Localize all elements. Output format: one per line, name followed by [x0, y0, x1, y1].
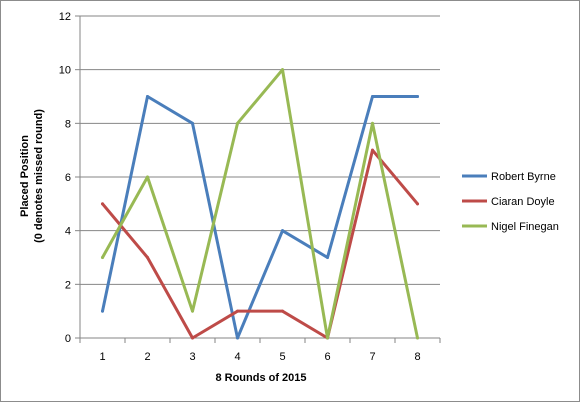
x-axis-title: 8 Rounds of 2015: [215, 372, 306, 384]
data-point: [281, 68, 284, 72]
data-point: [416, 95, 419, 98]
data-point: [191, 336, 194, 340]
legend-label: Ciaran Doyle: [491, 196, 555, 208]
data-point: [326, 336, 329, 340]
x-tick-label: 6: [324, 351, 330, 363]
data-point: [146, 256, 149, 259]
data-point: [416, 202, 419, 206]
data-point: [146, 95, 149, 98]
y-tick-label: 8: [65, 118, 71, 130]
x-tick-label: 5: [279, 351, 285, 363]
data-point: [281, 309, 284, 313]
legend-label: Robert Byrne: [491, 171, 556, 183]
data-point: [326, 256, 329, 259]
x-tick-labels: 1 2 3 4 5 6 7 8: [99, 351, 420, 363]
data-point: [191, 309, 194, 313]
x-tick-label: 4: [234, 351, 240, 363]
data-point: [101, 309, 104, 313]
y-axis-title-line2: (0 denotes missed round): [33, 109, 45, 243]
x-tick-label: 3: [189, 351, 195, 363]
data-point: [371, 148, 374, 152]
data-point: [236, 309, 239, 313]
y-axis-title-line1: Placed Position: [19, 135, 31, 217]
gridlines: [80, 15, 440, 285]
data-point: [101, 202, 104, 206]
y-tick-label: 2: [65, 279, 71, 291]
data-point: [371, 95, 374, 98]
y-tick-label: 4: [65, 226, 71, 238]
data-point: [191, 121, 194, 125]
x-tick-label: 8: [414, 351, 420, 363]
x-tick-label: 7: [369, 351, 375, 363]
data-point: [236, 121, 239, 125]
data-point: [416, 336, 419, 340]
series-line-robert-byrne: [101, 95, 419, 340]
series-line-nigel-finegan: [101, 68, 419, 340]
y-tick-label: 12: [59, 11, 71, 23]
series-lines: [101, 68, 419, 340]
y-tick-labels: 0 2 4 6 8 10 12: [59, 11, 71, 345]
x-tick-label: 1: [99, 351, 105, 363]
x-tick-label: 2: [144, 351, 150, 363]
legend-label: Nigel Finegan: [491, 221, 559, 233]
legend: Robert Byrne Ciaran Doyle Nigel Finegan: [462, 171, 559, 233]
y-axis-title: Placed Position (0 denotes missed round): [19, 109, 45, 243]
series-line-ciaran-doyle: [101, 148, 419, 340]
data-point: [101, 256, 104, 259]
y-tick-label: 6: [65, 172, 71, 184]
y-tick-label: 10: [59, 65, 71, 77]
data-point: [146, 175, 149, 179]
y-tick-label: 0: [65, 333, 71, 345]
data-point: [236, 336, 239, 340]
data-point: [371, 121, 374, 125]
data-point: [281, 229, 284, 233]
axes: [75, 15, 441, 343]
